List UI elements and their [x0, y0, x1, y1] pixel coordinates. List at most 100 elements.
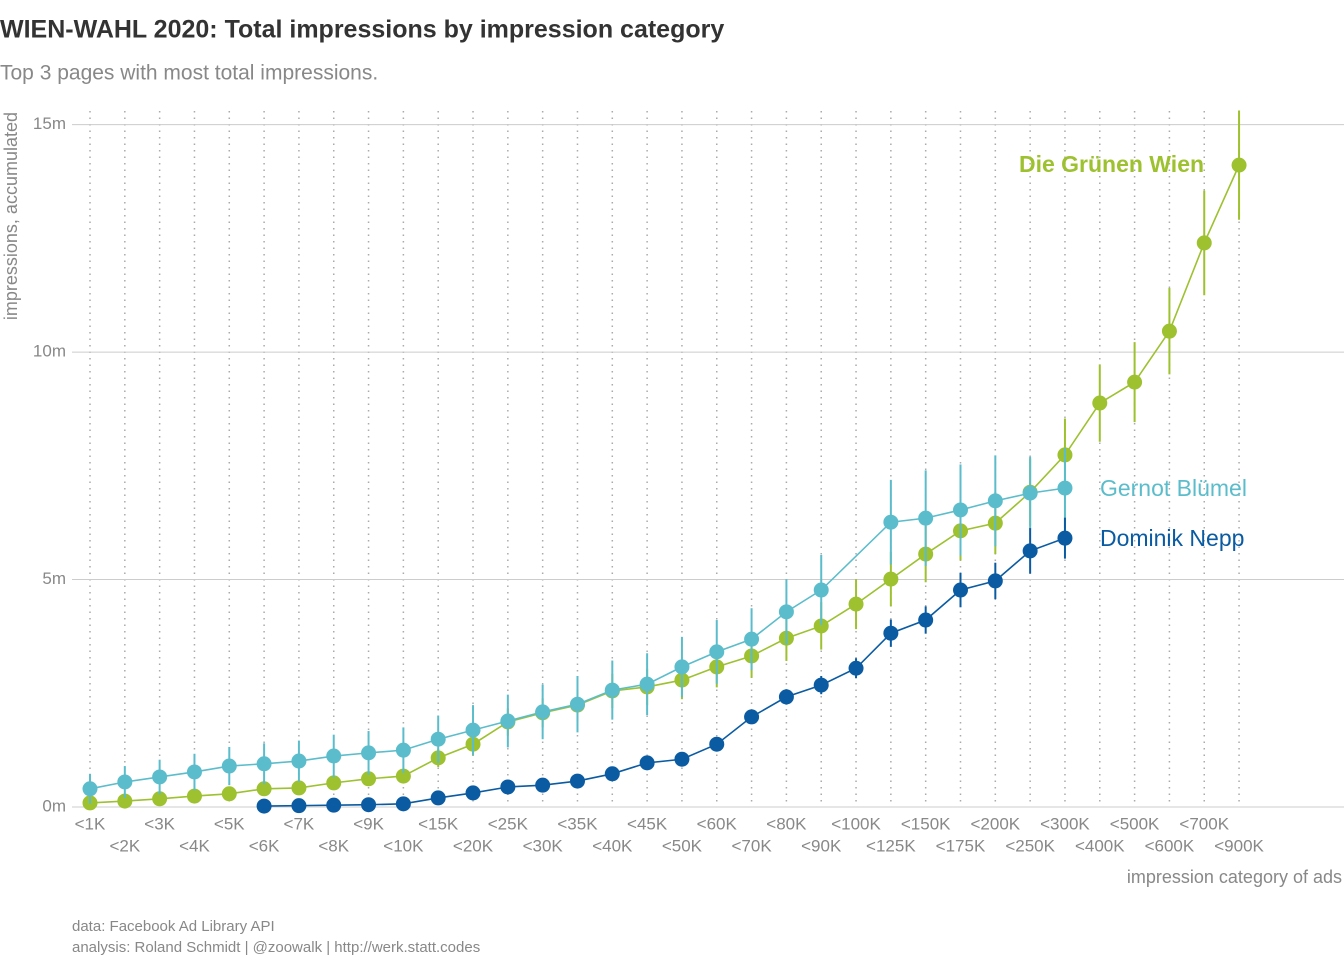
x-tick-label: <200K [970, 814, 1020, 833]
point [361, 745, 377, 761]
point [1022, 485, 1038, 501]
point [883, 625, 899, 641]
point [152, 791, 168, 807]
x-tick-label: <45K [627, 814, 668, 833]
point [987, 573, 1003, 589]
x-tick-label: <35K [557, 814, 598, 833]
point [82, 781, 98, 797]
point [395, 796, 411, 812]
point [395, 768, 411, 784]
series-line [89, 164, 1240, 804]
y-tick-label: 5m [42, 569, 66, 588]
point [918, 612, 934, 628]
point [1057, 480, 1073, 496]
x-axis-label: impression category of ads [1127, 867, 1342, 887]
point [639, 676, 655, 692]
point [256, 781, 272, 797]
point [1127, 374, 1143, 390]
chart-title: WIEN-WAHL 2020: Total impressions by imp… [0, 16, 724, 44]
point [535, 777, 551, 793]
series-line [264, 537, 1066, 807]
point [1022, 543, 1038, 559]
point [813, 582, 829, 598]
point [604, 682, 620, 698]
x-tick-label: <8K [318, 836, 349, 855]
point [569, 773, 585, 789]
point [361, 797, 377, 813]
x-tick-label: <150K [901, 814, 951, 833]
point [291, 798, 307, 814]
x-tick-label: <60K [697, 814, 738, 833]
point [744, 631, 760, 647]
caption: data: Facebook Ad Library API [72, 918, 275, 935]
point [813, 618, 829, 634]
point [465, 722, 481, 738]
point [500, 779, 516, 795]
point [221, 786, 237, 802]
x-tick-label: <400K [1075, 836, 1125, 855]
x-tick-label: <300K [1040, 814, 1090, 833]
x-tick-label: <1K [75, 814, 106, 833]
x-tick-label: <6K [249, 836, 280, 855]
series-label: Gernot Blümel [1100, 475, 1247, 501]
point [569, 696, 585, 712]
point [953, 582, 968, 598]
x-tick-label: <500K [1110, 814, 1160, 833]
y-tick-label: 10m [33, 342, 66, 361]
point [465, 785, 481, 801]
point [1092, 395, 1108, 411]
x-tick-label: <50K [662, 836, 703, 855]
point [639, 755, 655, 771]
point [848, 596, 864, 612]
point [744, 709, 760, 725]
point [326, 748, 342, 764]
x-tick-label: <175K [936, 836, 986, 855]
series-label: Dominik Nepp [1100, 525, 1244, 551]
y-axis-label: impressions, accumulated [1, 112, 21, 320]
chart-subtitle: Top 3 pages with most total impressions. [0, 62, 378, 85]
point [987, 493, 1003, 509]
x-tick-label: <3K [144, 814, 175, 833]
point [953, 502, 968, 518]
point [221, 758, 237, 774]
x-tick-label: <9K [353, 814, 384, 833]
x-tick-label: <25K [488, 814, 529, 833]
point [291, 780, 307, 796]
point [778, 689, 794, 705]
point [291, 753, 307, 769]
point [500, 713, 516, 729]
point [1231, 157, 1247, 173]
x-tick-label: <30K [523, 836, 564, 855]
x-tick-label: <90K [801, 836, 842, 855]
point [430, 790, 446, 806]
point [256, 756, 272, 772]
x-tick-label: <80K [766, 814, 807, 833]
point [186, 764, 202, 780]
point [883, 514, 899, 530]
x-tick-label: <100K [831, 814, 881, 833]
point [1161, 323, 1177, 339]
x-tick-label: <900K [1214, 836, 1264, 855]
point [152, 769, 168, 785]
series-line [89, 487, 1066, 790]
point [256, 798, 272, 814]
point [117, 774, 133, 790]
x-tick-label: <250K [1005, 836, 1055, 855]
point [1057, 530, 1073, 546]
x-tick-label: <15K [418, 814, 459, 833]
point [709, 644, 725, 660]
point [883, 571, 899, 587]
x-tick-label: <70K [731, 836, 772, 855]
point [918, 510, 934, 526]
point [778, 604, 794, 620]
point [361, 771, 377, 787]
caption: analysis: Roland Schmidt | @zoowalk | ht… [72, 939, 480, 956]
x-tick-label: <4K [179, 836, 210, 855]
x-tick-label: <5K [214, 814, 245, 833]
x-tick-label: <7K [284, 814, 315, 833]
y-tick-label: 0m [42, 796, 66, 815]
point [813, 677, 829, 693]
x-tick-label: <20K [453, 836, 494, 855]
point [709, 736, 725, 752]
